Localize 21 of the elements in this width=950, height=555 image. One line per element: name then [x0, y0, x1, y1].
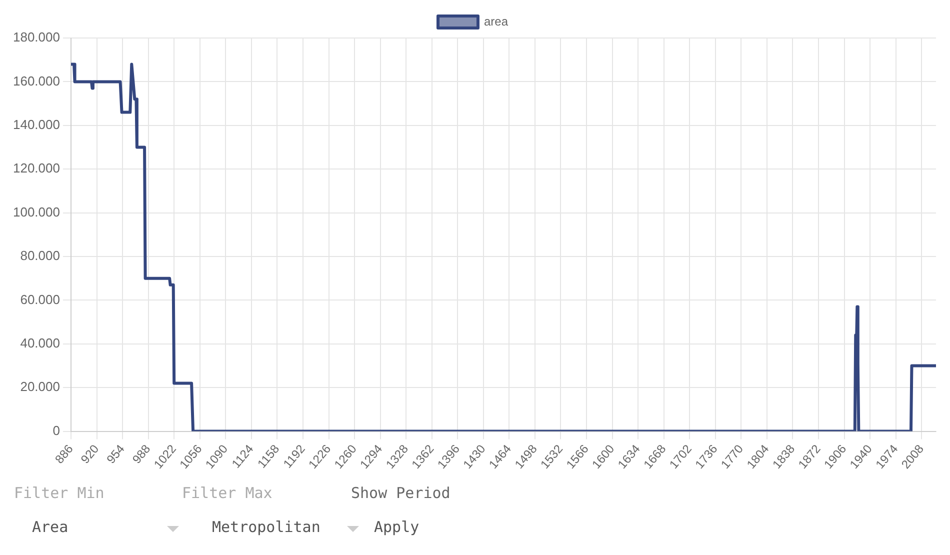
text: Show Period	[351, 484, 450, 502]
x-tick-label: 886	[52, 442, 76, 466]
y-tick-label: 40.000	[20, 335, 60, 350]
y-tick-label: 20.000	[20, 379, 60, 394]
x-tick-label: 954	[104, 442, 128, 466]
text: Metropolitan	[212, 518, 320, 536]
text: Area	[32, 518, 68, 536]
text: Apply	[374, 518, 420, 536]
y-tick-label: 80.000	[20, 248, 60, 264]
y-tick-label: 160.000	[12, 73, 60, 88]
text: Filter Min	[14, 484, 104, 502]
legend-label: area	[484, 14, 508, 28]
y-tick-label: 140.000	[12, 116, 60, 132]
y-tick-label: 120.000	[12, 160, 60, 176]
y-tick-label: 180.000	[12, 30, 60, 45]
y-tick-label: 100.000	[12, 204, 60, 220]
x-tick-label: 920	[78, 442, 102, 466]
text: Filter Max	[182, 484, 272, 502]
x-tick-label: 988	[130, 442, 154, 466]
y-tick-label: 60.000	[20, 292, 60, 307]
y-tick-label: 0	[52, 422, 60, 438]
